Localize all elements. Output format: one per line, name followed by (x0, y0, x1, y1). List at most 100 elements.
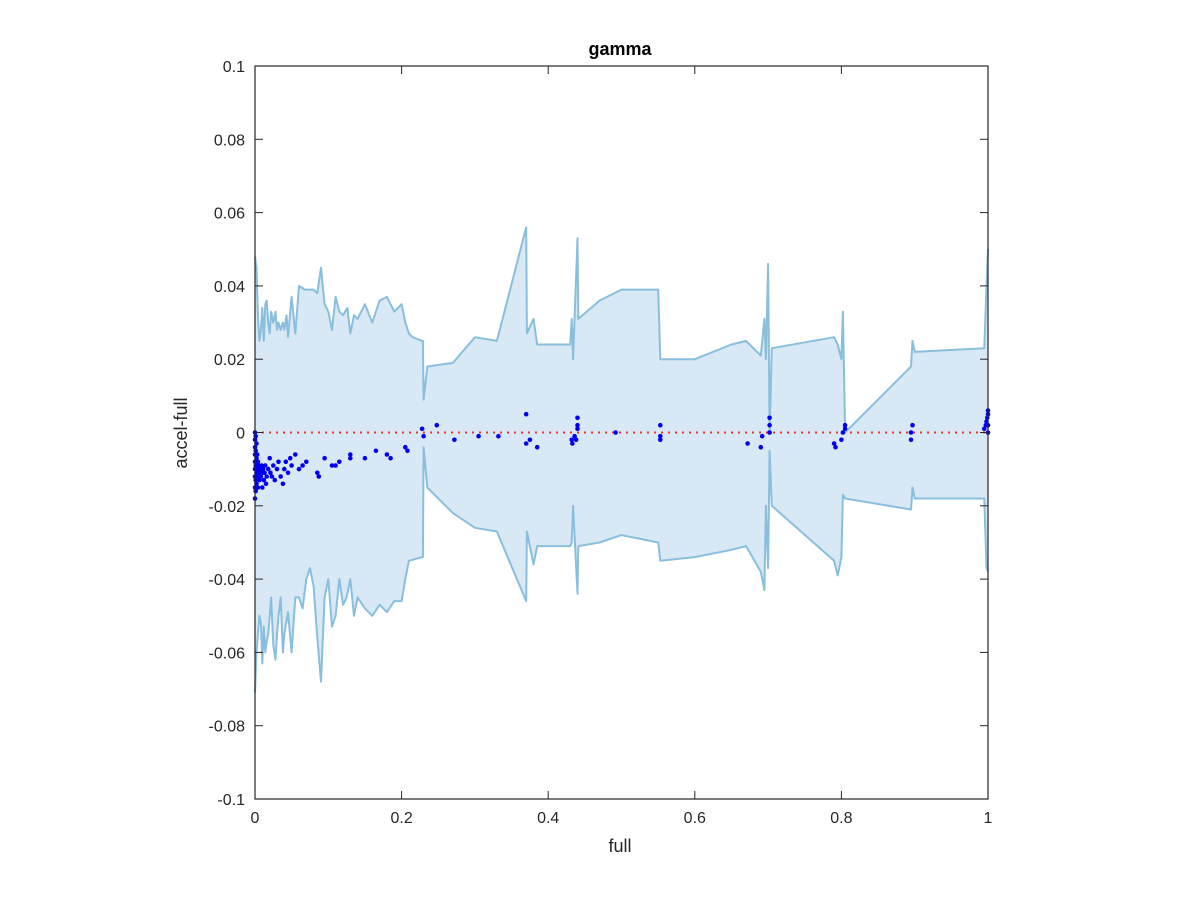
data-point (523, 441, 529, 446)
data-point (839, 437, 844, 443)
data-point (575, 415, 580, 421)
data-point (767, 430, 772, 435)
y-tick-label: 0.1 (223, 59, 245, 76)
data-point (476, 433, 481, 439)
data-point (315, 470, 320, 476)
data-point (569, 437, 574, 443)
y-tick-label: 0.08 (214, 132, 245, 149)
chart-title: gamma (588, 39, 652, 59)
data-point (282, 466, 287, 472)
data-point (329, 463, 335, 468)
data-point (264, 474, 270, 479)
band-lower-edge (254, 446, 989, 693)
x-tick-label: 0.6 (684, 810, 706, 827)
data-point (283, 459, 289, 465)
x-tick-label: 0 (251, 810, 260, 827)
data-point (434, 422, 440, 428)
x-tick-label: 0.8 (830, 810, 852, 827)
data-point (421, 433, 426, 439)
x-tick-label: 1 (984, 810, 993, 827)
data-point (267, 455, 273, 461)
data-point (316, 474, 322, 479)
data-point (255, 485, 261, 490)
ticks: 0 0.2 0.4 0.6 0.8 1 -0.1 -0.08 -0.06 -0.04 -0.02 0 0… (209, 59, 993, 827)
data-point (272, 477, 278, 483)
data-point (613, 430, 618, 435)
data-point (276, 459, 281, 465)
data-point (745, 441, 750, 446)
data-point (908, 430, 914, 435)
data-point (300, 463, 305, 468)
y-tick-label: -0.1 (217, 792, 245, 809)
data-point (258, 474, 264, 479)
data-point (362, 455, 368, 461)
data-point (573, 437, 579, 443)
data-point (263, 463, 268, 468)
data-point (831, 441, 837, 446)
data-point (658, 433, 663, 439)
data-point (759, 433, 765, 439)
data-point (575, 422, 580, 428)
data-point (570, 441, 575, 446)
data-point (257, 477, 262, 483)
data-point (261, 477, 267, 483)
data-point (348, 455, 353, 461)
y-tick-label: 0.04 (214, 279, 245, 296)
data-point (287, 455, 293, 461)
data-point (658, 422, 663, 428)
data-point (304, 459, 309, 465)
data-point (296, 466, 302, 472)
data-point (523, 411, 529, 417)
data-point (767, 415, 772, 421)
data-point (274, 466, 280, 472)
data-point (293, 452, 298, 457)
data-point (767, 422, 772, 428)
data-point (262, 470, 267, 476)
data-point (658, 437, 663, 443)
x-tick-label: 0.4 (537, 810, 559, 827)
data-point (333, 463, 338, 468)
data-point (403, 444, 408, 450)
data-point (842, 422, 848, 428)
data-point (388, 455, 393, 461)
x-tick-label: 0.2 (390, 810, 412, 827)
data-point (260, 466, 266, 472)
y-tick-label: 0.02 (214, 352, 245, 369)
data-point (527, 437, 533, 443)
data-point (833, 444, 838, 450)
data-point (269, 474, 275, 479)
data-point (265, 466, 271, 472)
data-point (337, 459, 342, 465)
data-point (908, 437, 914, 443)
data-point (322, 455, 327, 461)
data-point (405, 448, 410, 454)
data-point (758, 444, 764, 450)
y-tick-label: -0.04 (209, 572, 246, 589)
data-point (348, 452, 353, 457)
data-point (259, 463, 264, 468)
x-axis-label: full (608, 836, 631, 856)
confidence-band (254, 226, 989, 693)
data-point (452, 437, 457, 443)
data-point (271, 463, 276, 468)
data-point (575, 426, 580, 432)
data-point (268, 470, 273, 476)
data-point (572, 433, 577, 439)
data-point (280, 481, 286, 487)
data-point (496, 433, 501, 439)
data-point (842, 426, 848, 432)
data-point (384, 452, 390, 457)
data-point (373, 448, 379, 454)
data-point (289, 463, 294, 468)
y-axis-label: accel-full (171, 397, 191, 468)
data-point (910, 422, 915, 428)
y-tick-label: -0.06 (209, 645, 246, 662)
y-tick-label: 0.06 (214, 206, 245, 223)
data-point (840, 430, 846, 435)
data-point (255, 459, 261, 465)
y-tick-label: 0 (236, 426, 245, 443)
data-point (419, 426, 425, 432)
band-upper-edge (254, 226, 989, 434)
